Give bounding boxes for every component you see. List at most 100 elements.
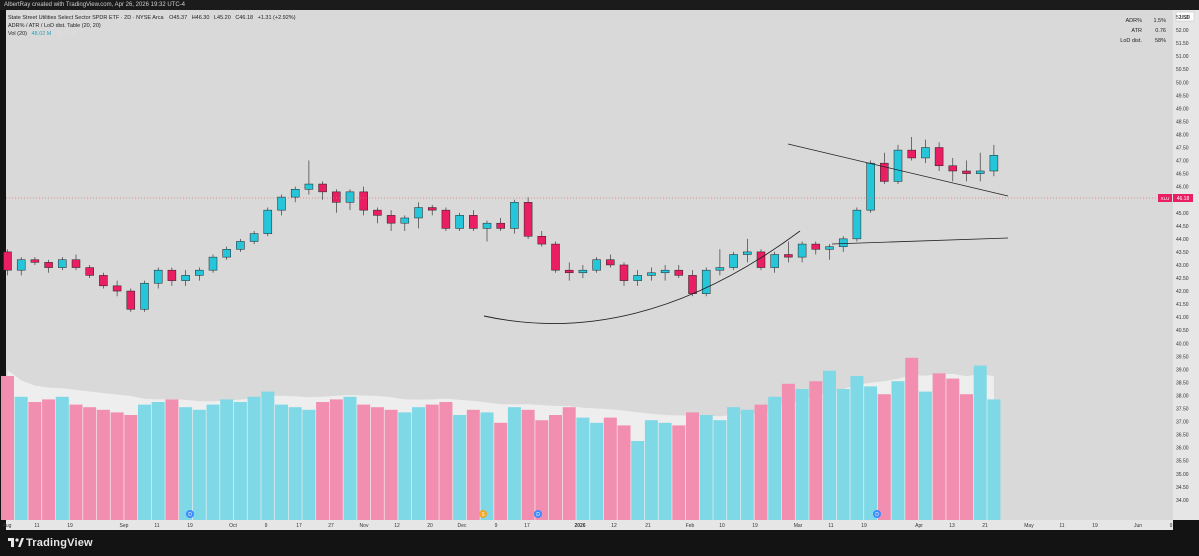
volume-bar xyxy=(754,404,768,520)
y-tick-label: 47.50 xyxy=(1176,146,1189,152)
y-tick-label: 41.50 xyxy=(1176,302,1189,308)
candle-body xyxy=(414,207,423,219)
price-tag-value: 46.18 xyxy=(1177,196,1190,202)
candle-body xyxy=(743,251,752,255)
candle-body xyxy=(181,275,190,281)
x-tick-label: 9 xyxy=(265,523,268,529)
x-tick-label: 9 xyxy=(495,523,498,529)
y-tick-label: 39.50 xyxy=(1176,354,1189,360)
volume-bar xyxy=(425,404,439,520)
legend-change: +1.31 (+2.92%) xyxy=(258,15,296,21)
y-tick-label: 51.50 xyxy=(1176,41,1189,47)
candle-body xyxy=(236,241,245,250)
candle-body xyxy=(195,269,204,276)
time-axis[interactable] xyxy=(6,520,1173,530)
volume-bar xyxy=(549,415,562,520)
x-tick-label: Jun xyxy=(1134,523,1142,529)
y-tick-label: 35.50 xyxy=(1176,459,1189,465)
candle-body xyxy=(578,269,588,274)
rounded-bottom-curve[interactable] xyxy=(483,230,801,324)
x-tick-label: 19 xyxy=(861,523,867,529)
table-label: ADR% xyxy=(1125,18,1142,24)
y-tick-label: 34.00 xyxy=(1176,498,1189,504)
y-tick-label: 50.00 xyxy=(1176,80,1189,86)
candle-body xyxy=(715,267,725,271)
y-tick-label: 47.00 xyxy=(1176,159,1189,165)
footer-bar: TradingView xyxy=(0,530,1199,556)
candle-body xyxy=(140,282,149,310)
x-tick-label: 19 xyxy=(1092,523,1098,529)
svg-text:D: D xyxy=(875,512,879,518)
x-tick-label: Aug xyxy=(3,523,12,529)
last-price-tag: XLU 46.18 xyxy=(1158,194,1193,202)
volume-bar xyxy=(631,441,645,520)
candle-body xyxy=(277,196,286,211)
volume-bar xyxy=(905,357,919,520)
volume-bar xyxy=(302,409,316,520)
dividend-marker[interactable]: D xyxy=(873,510,881,518)
candle-body xyxy=(3,251,12,271)
x-tick-label: 10 xyxy=(719,523,725,529)
volume-bar xyxy=(507,407,521,520)
x-tick-label: 17 xyxy=(524,523,530,529)
volume-bar xyxy=(699,415,713,520)
earnings-marker[interactable]: S xyxy=(479,510,487,518)
candle-body xyxy=(523,202,533,237)
adr-table: ADR% 1.5% ATR 0.76 LoD dist. 58% xyxy=(1110,13,1170,46)
candle-body xyxy=(304,183,314,190)
dividend-marker[interactable]: D xyxy=(534,510,542,518)
volume-bar xyxy=(316,402,330,520)
volume-bar xyxy=(165,399,179,520)
candle-body xyxy=(907,149,916,159)
x-tick-label: 21 xyxy=(645,523,651,529)
descending-trendline[interactable] xyxy=(787,143,1009,197)
volume-bar xyxy=(55,396,69,520)
dividend-marker[interactable]: D xyxy=(186,510,194,518)
volume-bar xyxy=(617,425,631,520)
legend-close: C46.18 xyxy=(235,15,253,21)
x-tick-label: Feb xyxy=(686,523,695,529)
volume-bar xyxy=(151,402,165,520)
candle-body xyxy=(222,249,231,258)
volume-bar xyxy=(973,365,987,520)
volume-bar xyxy=(918,391,932,520)
volume-bar xyxy=(877,394,891,520)
currency-badge[interactable] xyxy=(1175,11,1195,22)
volume-bar xyxy=(672,425,686,520)
candle-body xyxy=(619,264,629,281)
y-tick-label: 51.00 xyxy=(1176,54,1189,60)
table-value: 58% xyxy=(1155,38,1166,44)
x-tick-label: Oct xyxy=(229,523,237,529)
volume-bar xyxy=(864,386,878,520)
legend-high: H46.30 xyxy=(192,15,210,21)
candle-body xyxy=(825,246,834,250)
candle-body xyxy=(482,222,492,229)
x-tick-label: 12 xyxy=(394,523,400,529)
support-trendline[interactable] xyxy=(831,237,1009,245)
candle-body xyxy=(537,235,547,245)
x-tick-label: 21 xyxy=(982,523,988,529)
volume-bar xyxy=(836,389,850,520)
candle-body xyxy=(99,275,108,287)
y-tick-label: 45.00 xyxy=(1176,211,1189,217)
volume-bar xyxy=(179,407,193,520)
y-tick-label: 44.50 xyxy=(1176,224,1189,230)
y-tick-label: 48.50 xyxy=(1176,119,1189,125)
volume-bar xyxy=(412,407,425,520)
price-chart[interactable]: D S D D State Street Utilities Select Se… xyxy=(0,10,1199,530)
candle-body xyxy=(592,259,601,271)
y-tick-label: 52.50 xyxy=(1176,15,1189,21)
candle-body xyxy=(633,275,642,281)
volume-bar xyxy=(781,383,795,520)
candle-body xyxy=(386,215,396,224)
candle-body xyxy=(126,290,136,310)
volume-bar xyxy=(329,399,343,520)
y-tick-label: 36.00 xyxy=(1176,446,1189,452)
x-tick-label: 11 xyxy=(828,523,833,529)
volume-bar xyxy=(768,396,782,520)
candle-body xyxy=(948,165,958,172)
volume-bar xyxy=(247,396,261,520)
volume-bar xyxy=(275,404,288,520)
candle-body xyxy=(263,209,273,234)
price-axis[interactable] xyxy=(1173,10,1199,520)
